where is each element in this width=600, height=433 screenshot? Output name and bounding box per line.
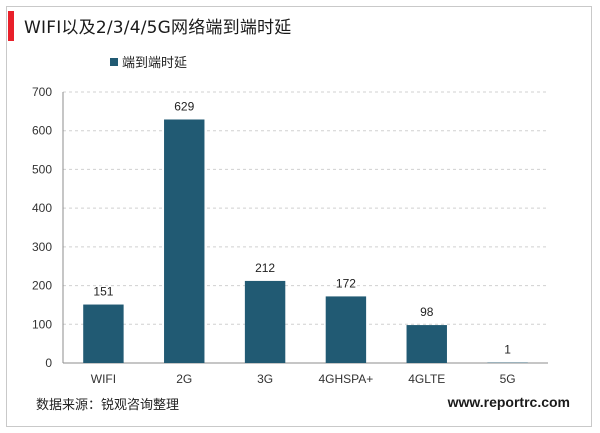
x-tick-label: 2G (176, 372, 192, 386)
y-tick-label: 0 (45, 356, 52, 370)
gridlines (63, 91, 548, 325)
legend-swatch (110, 58, 118, 66)
y-tick-label: 500 (32, 162, 52, 176)
legend: 端到端时延 (110, 56, 187, 71)
data-label: 98 (420, 305, 434, 319)
y-tick-label: 100 (32, 317, 52, 331)
bar-2g (164, 119, 205, 363)
legend-label: 端到端时延 (122, 56, 187, 71)
x-tick-label: 3G (257, 372, 273, 386)
bars (83, 119, 528, 363)
data-label: 172 (336, 276, 356, 290)
website-link[interactable]: www.reportrc.com (447, 394, 570, 410)
x-tick-label: WIFI (91, 372, 116, 386)
bar-3g (244, 280, 286, 363)
title-accent-bar (8, 11, 14, 41)
y-tick-label: 200 (32, 279, 52, 293)
bar-wifi (83, 304, 124, 363)
y-tick-label: 400 (32, 201, 52, 215)
data-label: 151 (93, 285, 113, 299)
y-tick-label: 600 (32, 124, 52, 138)
x-tick-label: 4GHSPA+ (319, 372, 374, 386)
labels: 0 100 200 300 400 500 600 700 151 WIFI 629 2G 212 3G 1… (32, 85, 516, 386)
bar-4glte (406, 325, 447, 363)
bar-4ghspa (325, 296, 367, 363)
data-label: 629 (174, 99, 194, 113)
data-label: 212 (255, 261, 275, 275)
x-tick-label: 5G (500, 372, 516, 386)
y-tick-label: 700 (32, 85, 52, 99)
y-tick-label: 300 (32, 240, 52, 254)
x-tick-label: 4GLTE (408, 372, 445, 386)
data-label: 1 (504, 343, 511, 357)
page-title: WIFI以及2/3/4/5G网络端到端时延 (24, 18, 292, 38)
axes (62, 92, 548, 364)
source-note: 数据来源：锐观咨询整理 (36, 398, 180, 413)
